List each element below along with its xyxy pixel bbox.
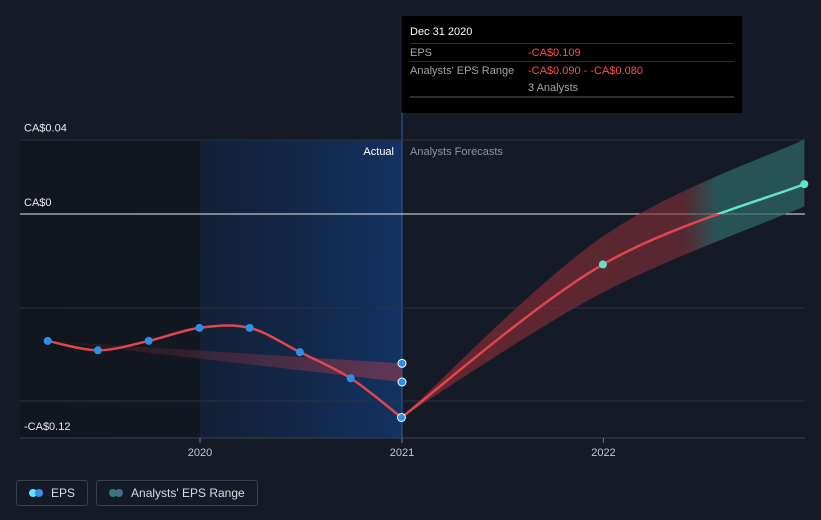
range-legend-icon — [109, 489, 124, 497]
forecast-point-0 — [598, 260, 607, 269]
tooltip-range-value: -CA$0.090 - -CA$0.080 — [528, 64, 643, 77]
tooltip-eps-row: EPS -CA$0.109 — [410, 43, 734, 61]
tooltip-analysts-row: 3 Analysts — [410, 79, 734, 96]
tooltip: Dec 31 2020 EPS -CA$0.109 Analysts' EPS … — [402, 16, 742, 113]
x-tick-label-2021: 2021 — [390, 447, 414, 459]
y-tick-label-0: CA$0.04 — [24, 122, 67, 134]
x-tick-label-2022: 2022 — [591, 447, 615, 459]
forecast-point-1 — [800, 180, 809, 189]
actual-zone-bg — [200, 140, 402, 438]
eps-point-6 — [346, 374, 355, 383]
tooltip-analysts: 3 Analysts — [528, 81, 579, 94]
eps-point-5 — [295, 348, 304, 357]
eps-point-0 — [43, 336, 52, 345]
eps-point-3 — [195, 323, 204, 332]
eps-point-2 — [144, 336, 153, 345]
tooltip-eps-label: EPS — [410, 46, 433, 59]
past-range-band — [47, 340, 402, 382]
y-tick-label-2: -CA$0.12 — [24, 421, 70, 433]
legend: EPS Analysts' EPS Range — [16, 480, 258, 506]
eps-point-4 — [245, 323, 254, 332]
forecast-zone-label: Analysts Forecasts — [410, 146, 503, 158]
eps-point-7 — [396, 412, 406, 422]
x-tick-label-2020: 2020 — [188, 447, 212, 459]
past-zone-bg — [20, 140, 200, 438]
tooltip-range-label: Analysts' EPS Range — [410, 64, 515, 77]
forecast-range-band — [401, 139, 805, 418]
legend-range-button[interactable]: Analysts' EPS Range — [96, 480, 258, 506]
tooltip-eps-value: -CA$0.109 — [528, 46, 581, 59]
tooltip-date: Dec 31 2020 — [410, 26, 473, 38]
eps-chart: CA$0.04 CA$0 -CA$0.12 2020 2021 2022 Actual Ana… — [20, 112, 809, 459]
range-endpoint-0 — [397, 358, 407, 368]
range-endpoint-1 — [397, 377, 407, 387]
legend-eps-button[interactable]: EPS — [16, 480, 89, 506]
actual-zone-label: Actual — [363, 146, 394, 158]
tooltip-range-row: Analysts' EPS Range -CA$0.090 - -CA$0.08… — [410, 61, 734, 79]
y-tick-label-1: CA$0 — [24, 197, 52, 209]
eps-legend-icon — [29, 489, 43, 497]
legend-eps-label: EPS — [51, 486, 76, 500]
eps-forecast-line-positive — [714, 182, 805, 214]
legend-range-label: Analysts' EPS Range — [131, 486, 245, 500]
eps-point-1 — [93, 346, 102, 355]
